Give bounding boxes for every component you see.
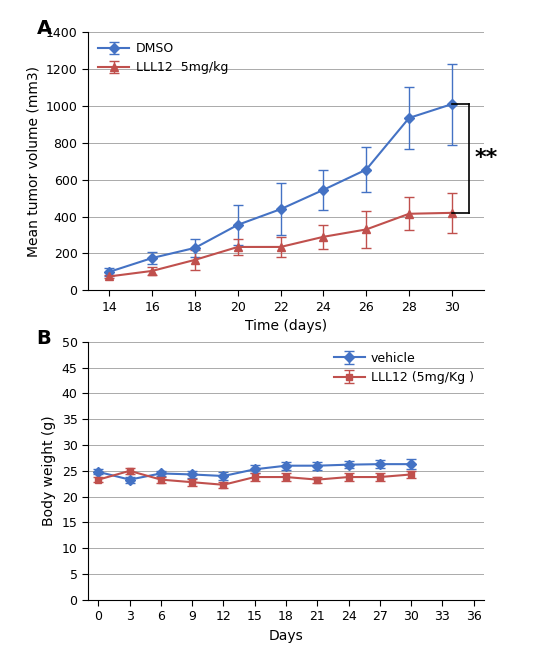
Text: A: A [36,19,52,38]
Legend: vehicle, LLL12 (5mg/Kg ): vehicle, LLL12 (5mg/Kg ) [330,348,478,388]
X-axis label: Time (days): Time (days) [245,319,327,333]
Y-axis label: Mean tumor volume (mm3): Mean tumor volume (mm3) [26,66,40,257]
Text: B: B [36,329,51,348]
X-axis label: Days: Days [268,629,304,643]
Y-axis label: Body weight (g): Body weight (g) [42,415,56,526]
Legend: DMSO, LLL12  5mg/kg: DMSO, LLL12 5mg/kg [94,39,232,78]
Text: **: ** [474,148,498,168]
